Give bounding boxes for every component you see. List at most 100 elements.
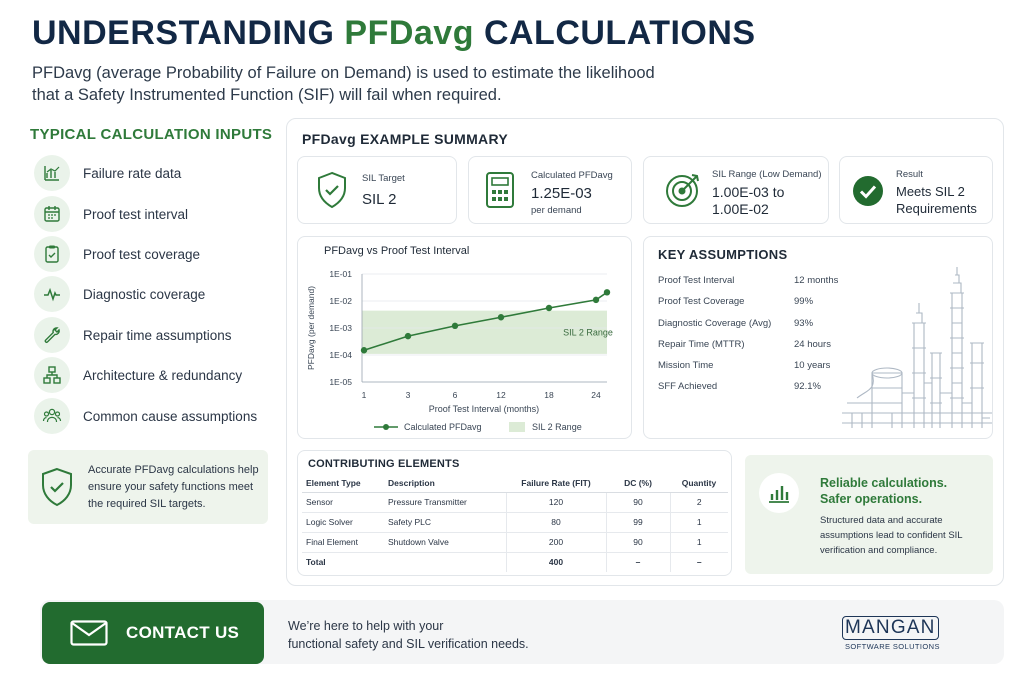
band-label: SIL 2 Range	[563, 327, 613, 337]
card-result: Result Meets SIL 2 Requirements	[839, 156, 993, 224]
title-suffix: CALCULATIONS	[483, 14, 756, 52]
assumption-label: Proof Test Interval	[658, 275, 735, 286]
shield-check-icon	[318, 171, 346, 209]
column-header: DC (%)	[606, 475, 670, 493]
users-icon	[34, 398, 70, 434]
shield-check-icon	[42, 467, 72, 507]
table-cell: 1	[669, 532, 728, 553]
table-cell: –	[605, 552, 670, 572]
assumption-label: Mission Time	[658, 360, 714, 371]
column-header: Failure Rate (FIT)	[506, 475, 606, 493]
input-item-proof-test-interval: Proof test interval	[34, 196, 274, 232]
x-tick-label: 6	[453, 390, 458, 400]
assumption-label: Repair Time (MTTR)	[658, 339, 745, 350]
chart-title: PFDavg vs Proof Test Interval	[324, 245, 469, 257]
assumption-row: Proof Test Interval 12 months	[658, 275, 838, 286]
calendar-icon	[34, 196, 70, 232]
card-label: SIL Range (Low Demand)	[712, 169, 822, 180]
contributing-elements-card: CONTRIBUTING ELEMENTS Element Type Descr…	[297, 450, 732, 576]
input-item-proof-test-coverage: Proof test coverage	[34, 236, 274, 272]
table-cell: Pressure Transmitter	[384, 492, 506, 513]
input-label: Diagnostic coverage	[83, 286, 206, 302]
contributing-table: Element Type Description Failure Rate (F…	[302, 475, 728, 572]
input-item-repair-time: Repair time assumptions	[34, 317, 274, 353]
input-label: Proof test coverage	[83, 246, 201, 262]
sil-callout: Accurate PFDavg calculations help ensure…	[28, 450, 268, 524]
mangan-logo-subtitle: SOFTWARE SOLUTIONS	[845, 642, 940, 651]
assumption-value: 10 years	[794, 360, 831, 371]
card-calculated-pfdavg: Calculated PFDavg 1.25E-03 per demand	[468, 156, 632, 224]
card-value: 1.25E-03	[531, 185, 592, 202]
table-cell: 1	[669, 512, 728, 533]
x-tick-label: 1	[362, 390, 367, 400]
footer-text: We’re here to help with your functional …	[288, 617, 529, 653]
assumption-value: 92.1%	[794, 381, 821, 392]
x-tick-label: 24	[591, 390, 601, 400]
y-tick-label: 1E-03	[329, 323, 352, 333]
assumption-row: SFF Achieved 92.1%	[658, 381, 821, 392]
card-value-line1: 1.00E-03 to	[712, 184, 785, 200]
table-cell: 120	[505, 492, 606, 513]
contributing-heading: CONTRIBUTING ELEMENTS	[308, 458, 460, 470]
assumption-row: Repair Time (MTTR) 24 hours	[658, 339, 831, 350]
assumption-row: Diagnostic Coverage (Avg) 93%	[658, 318, 813, 329]
card-label: SIL Target	[362, 173, 405, 184]
table-cell: Sensor	[302, 492, 384, 513]
x-tick-label: 18	[544, 390, 554, 400]
assumption-value: 93%	[794, 318, 814, 329]
title-prefix: UNDERSTANDING	[32, 14, 335, 52]
assumption-value: 24 hours	[794, 339, 831, 350]
assumption-value: 12 months	[794, 275, 839, 286]
card-label: Result	[896, 169, 923, 180]
table-total-row: Total 400 – –	[302, 552, 728, 572]
footer-text-line1: We’re here to help with your	[288, 619, 444, 633]
input-label: Architecture & redundancy	[83, 367, 243, 383]
assumption-label: Diagnostic Coverage (Avg)	[658, 318, 772, 329]
contact-us-button[interactable]: CONTACT US	[42, 602, 264, 664]
callout-text: Accurate PFDavg calculations help ensure…	[88, 464, 259, 510]
legend-band-swatch	[509, 422, 525, 432]
input-label: Proof test interval	[83, 206, 189, 222]
input-item-diagnostic-coverage: Diagnostic coverage	[34, 276, 274, 312]
column-header: Element Type	[302, 475, 384, 493]
card-sil-range: SIL Range (Low Demand) 1.00E-03 to 1.00E…	[643, 156, 829, 224]
table-cell: 90	[605, 492, 670, 513]
table-cell: 80	[505, 512, 606, 533]
reliable-callout: Reliable calculations. Safer operations.…	[745, 455, 993, 574]
input-label: Repair time assumptions	[83, 327, 232, 343]
data-point	[451, 322, 459, 330]
assumption-value: 99%	[794, 296, 814, 307]
legend-point-swatch	[383, 424, 389, 430]
table-cell: 99	[605, 512, 670, 533]
input-item-failure-rate: Failure rate data	[34, 155, 274, 191]
legend-label: Calculated PFDavg	[404, 422, 482, 432]
table-cell: Safety PLC	[384, 512, 506, 533]
table-cell: Logic Solver	[302, 512, 384, 533]
page-title: UNDERSTANDING PFDavg CALCULATIONS	[32, 14, 756, 53]
table-cell	[384, 552, 506, 572]
inputs-heading: TYPICAL CALCULATION INPUTS	[30, 126, 273, 143]
input-item-common-cause: Common cause assumptions	[34, 398, 274, 434]
data-point	[592, 296, 600, 304]
y-tick-label: 1E-01	[329, 269, 352, 279]
sil2-range-band	[362, 310, 607, 354]
contact-us-label: CONTACT US	[126, 623, 240, 642]
card-value-line1: Meets SIL 2	[896, 184, 965, 199]
legend-label: SIL 2 Range	[532, 422, 582, 432]
card-value-line2: Requirements	[896, 201, 977, 216]
data-point	[404, 332, 412, 340]
card-value-line2: 1.00E-02	[712, 201, 769, 217]
reliable-body: Structured data and accurate assumptions…	[820, 515, 963, 556]
assumption-label: SFF Achieved	[658, 381, 718, 392]
table-cell: –	[669, 552, 728, 572]
check-circle-icon	[853, 176, 883, 206]
network-icon	[34, 357, 70, 393]
x-tick-label: 3	[406, 390, 411, 400]
calculator-icon	[486, 172, 514, 208]
mangan-logo[interactable]: MANGAN	[842, 616, 939, 640]
pfd-chart: PFDavg vs Proof Test Interval SIL 2 Rang…	[306, 245, 613, 432]
card-unit: per demand	[531, 205, 582, 216]
data-point	[497, 314, 505, 321]
input-label: Failure rate data	[83, 165, 182, 181]
wrench-icon	[34, 317, 70, 353]
